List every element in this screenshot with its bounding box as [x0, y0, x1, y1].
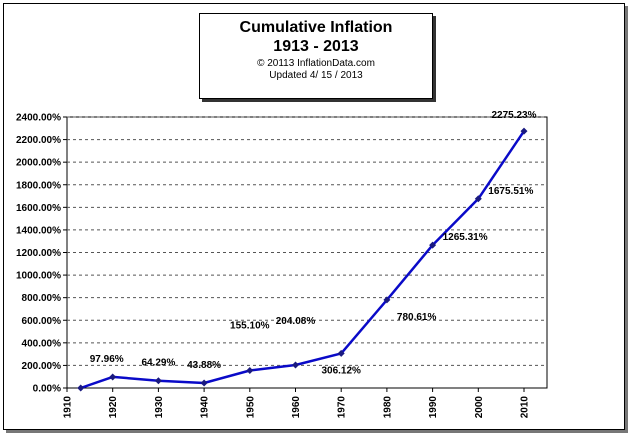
data-point — [77, 384, 85, 392]
y-tick-label: 1000.00% — [16, 271, 61, 282]
x-tick-label: 1960 — [291, 396, 302, 419]
y-tick-label: 0.00% — [33, 384, 61, 395]
updated-date: Updated 4/ 15 / 2013 — [269, 70, 363, 81]
series-line — [80, 130, 526, 390]
y-tick-label: 2200.00% — [16, 135, 61, 146]
title-box: Cumulative Inflation 1913 - 2013 © 20113… — [199, 13, 433, 99]
x-tick-label: 1910 — [63, 396, 74, 419]
y-tick-label: 800.00% — [22, 293, 62, 304]
x-tick-label: 1990 — [428, 396, 439, 419]
data-label: 1675.51% — [488, 186, 533, 197]
y-tick-label: 1400.00% — [16, 225, 61, 236]
data-point — [429, 241, 437, 249]
y-tick-label: 1200.00% — [16, 248, 61, 259]
x-tick-label: 1950 — [245, 396, 256, 419]
data-label: 64.29% — [141, 358, 175, 369]
data-label: 306.12% — [321, 365, 361, 376]
y-tick-label: 400.00% — [22, 338, 62, 349]
data-point — [337, 349, 345, 357]
data-label: 204.08% — [276, 316, 316, 327]
chart-subtitle-years: 1913 - 2013 — [273, 38, 359, 55]
data-point — [383, 296, 391, 304]
chart-title: Cumulative Inflation — [239, 19, 393, 36]
x-tick-label: 1980 — [382, 396, 393, 419]
data-label: 155.10% — [230, 320, 270, 331]
y-tick-label: 200.00% — [22, 361, 62, 372]
x-tick-label: 1940 — [200, 396, 211, 419]
data-point — [246, 366, 254, 374]
data-point — [154, 377, 162, 385]
data-point — [520, 127, 528, 135]
data-point — [109, 373, 117, 381]
x-tick-label: 2000 — [474, 396, 485, 419]
data-label: 43.88% — [187, 360, 221, 371]
data-label: 780.61% — [397, 312, 437, 323]
x-tick-label: 2010 — [520, 396, 531, 419]
data-label: 2275.23% — [491, 110, 536, 121]
data-point — [474, 195, 482, 203]
x-tick-label: 1920 — [108, 396, 119, 419]
data-point — [200, 379, 208, 387]
y-tick-label: 1600.00% — [16, 203, 61, 214]
copyright-text: © 20113 InflationData.com — [257, 58, 375, 69]
data-label: 97.96% — [90, 354, 124, 365]
y-tick-label: 600.00% — [22, 316, 62, 327]
y-tick-label: 2400.00% — [16, 113, 61, 124]
x-tick-label: 1930 — [154, 396, 165, 419]
y-tick-label: 2000.00% — [16, 158, 61, 169]
y-tick-label: 1800.00% — [16, 180, 61, 191]
data-label: 1265.31% — [443, 232, 488, 243]
data-point — [292, 361, 299, 369]
x-tick-label: 1970 — [337, 396, 348, 419]
